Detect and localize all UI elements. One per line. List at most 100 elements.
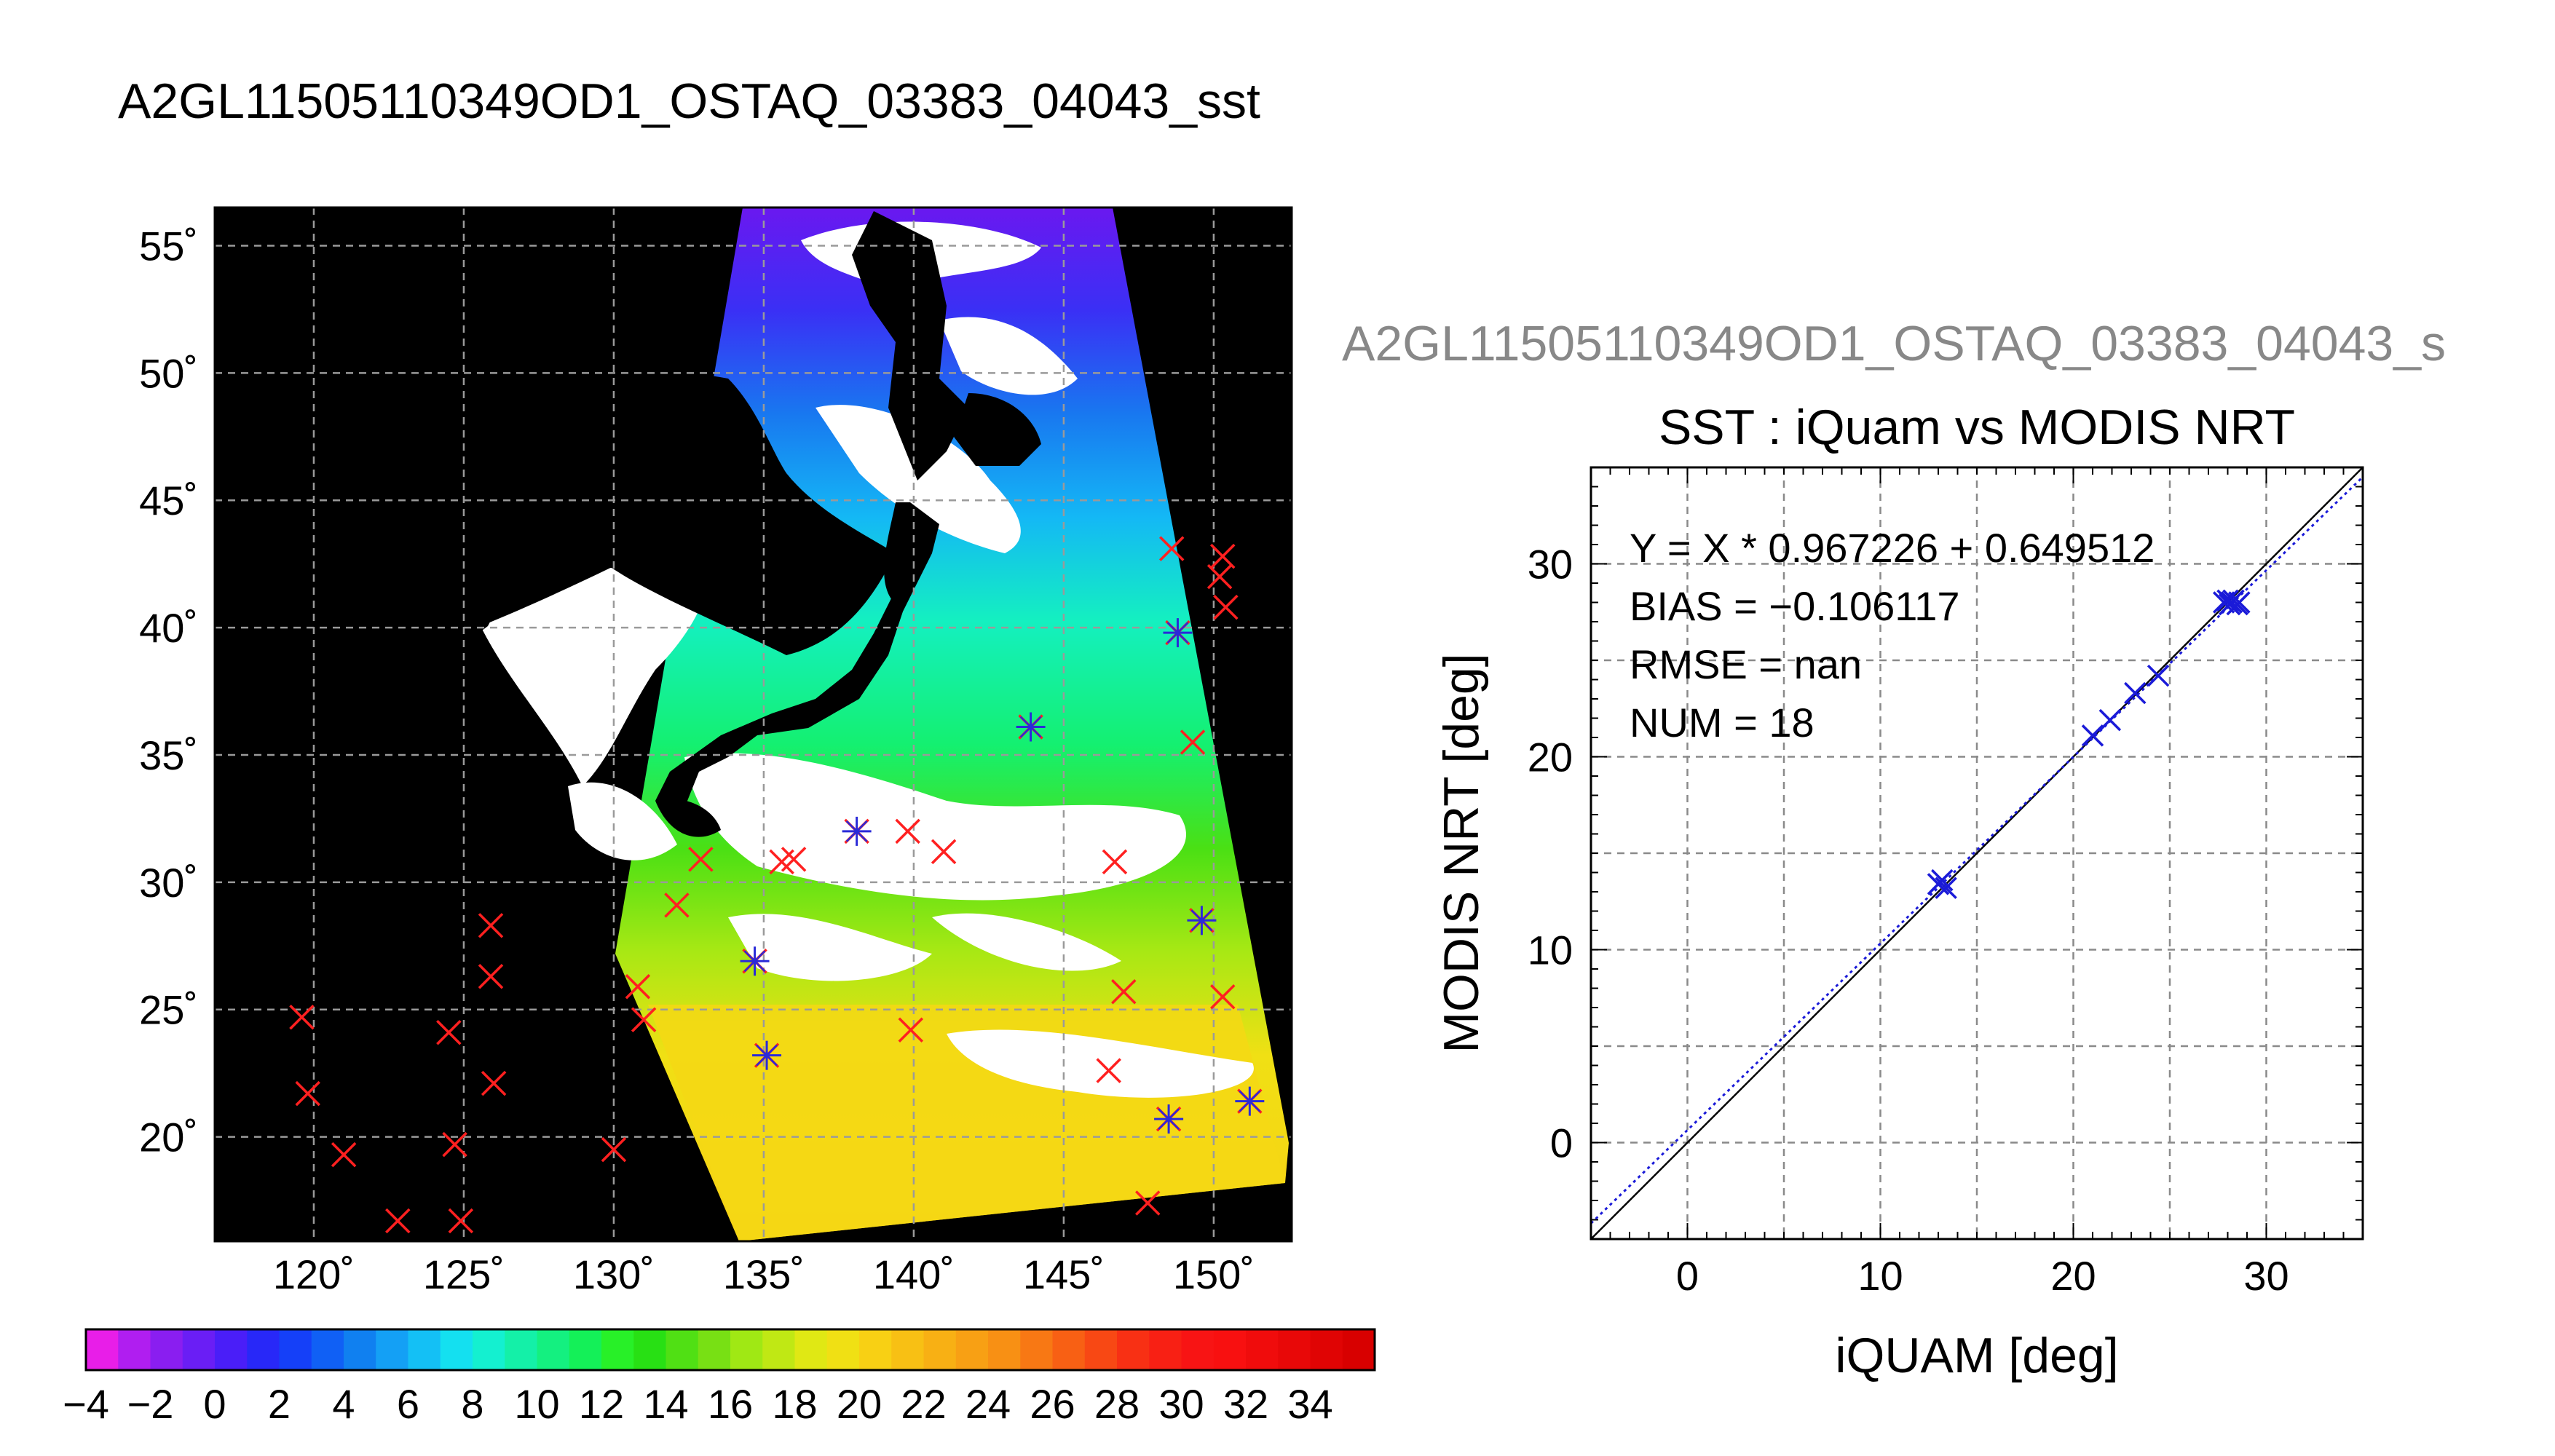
colorbar-cell [311, 1329, 344, 1370]
colorbar-tick-label: 4 [332, 1381, 355, 1427]
colorbar-cell [891, 1329, 924, 1370]
map-point-matchup [1154, 1104, 1184, 1134]
colorbar-cell [1342, 1329, 1375, 1370]
colorbar-cell [730, 1329, 763, 1370]
colorbar-tick-label: 10 [514, 1381, 559, 1427]
scatter-stat-line: NUM = 18 [1630, 700, 1814, 745]
map-point-outside [1102, 849, 1128, 875]
map-point-matchup [842, 816, 872, 846]
colorbar-frame [84, 1328, 1376, 1372]
colorbar-cell [1246, 1329, 1279, 1370]
map-lon-tick-label: 150˚ [1173, 1251, 1255, 1297]
map-point-outside [664, 893, 690, 918]
scatter-y-tick-label: 0 [1550, 1120, 1573, 1166]
scatter-stat-line: BIAS = −0.106117 [1630, 583, 1960, 629]
scatter-x-label: iQUAM [deg] [1835, 1328, 2118, 1383]
colorbar-tick-label: 34 [1287, 1381, 1332, 1427]
map-lon-tick-label: 145˚ [1023, 1251, 1105, 1297]
cloud-cover [481, 221, 1254, 1098]
colorbar-cell [698, 1329, 731, 1370]
colorbar-cell [182, 1329, 216, 1370]
colorbar-cell [955, 1329, 989, 1370]
map-point-outside [478, 964, 504, 989]
colorbar-cell [150, 1329, 183, 1370]
map-point-matchup [1163, 618, 1193, 648]
map-point-matchup [740, 946, 770, 976]
map-point-outside [1096, 1058, 1121, 1083]
map-lat-tick-label: 40˚ [139, 605, 198, 651]
scatter-stat-line: RMSE = nan [1630, 641, 1862, 687]
scatter-x-tick-label: 20 [2050, 1253, 2096, 1299]
map-point-outside [895, 818, 920, 844]
map-point-matchup [1187, 906, 1217, 935]
colorbar-tick-label: 24 [965, 1381, 1011, 1427]
colorbar-cell [215, 1329, 248, 1370]
colorbar-cell [762, 1329, 795, 1370]
colorbar-tick-label: 28 [1094, 1381, 1140, 1427]
map-lat-tick-label: 55˚ [139, 223, 198, 269]
scatter-y-tick-label: 20 [1528, 735, 1573, 780]
colorbar-cells [86, 1329, 1375, 1370]
map-grid [215, 207, 1292, 1241]
scatter-y-tick-labels: 0 10 20 30 [1528, 542, 1573, 1166]
colorbar-cell [601, 1329, 634, 1370]
map-point-outside [781, 847, 807, 872]
map-point-outside [1158, 536, 1185, 561]
colorbar-cell [794, 1329, 828, 1370]
map-point-outside [931, 839, 957, 865]
colorbar-cell [247, 1329, 280, 1370]
colorbar-tick-label: 16 [708, 1381, 753, 1427]
map-lat-tick-label: 45˚ [139, 478, 198, 523]
scatter-point [2098, 708, 2122, 732]
colorbar-cell [1278, 1329, 1311, 1370]
scatter-plot: 0 10 20 30 0 10 20 30 Y = X * 0.967226 + 0.649… [1434, 466, 2364, 1383]
colorbar-cell [1213, 1329, 1247, 1370]
scatter-x-tick-labels: 0 10 20 30 [1676, 1253, 2289, 1299]
colorbar-cell [118, 1329, 151, 1370]
map-lon-labels: 120˚ 125˚ 130˚ 135˚ 140˚ 145˚ 150˚ [273, 1251, 1255, 1297]
map-frame [213, 206, 1293, 1243]
map-point-outside [385, 1208, 411, 1234]
scatter-points [1927, 589, 2251, 899]
colorbar-tick-label: 8 [461, 1381, 483, 1427]
scatter-x-tick-label: 10 [1857, 1253, 1903, 1299]
scatter-x-tick-label: 0 [1676, 1253, 1699, 1299]
map-point-outside [289, 1004, 315, 1030]
map-point-outside [436, 1019, 462, 1045]
scatter-point [1931, 869, 1954, 892]
fit-line [1590, 476, 2364, 1224]
map-lat-tick-label: 20˚ [139, 1115, 198, 1160]
colorbar-cell [376, 1329, 408, 1370]
colorbar-cell [1310, 1329, 1343, 1370]
map-point-outside [448, 1208, 474, 1234]
map-lat-tick-label: 50˚ [139, 350, 198, 396]
colorbar-cell [86, 1329, 119, 1370]
colorbar-cell [1181, 1329, 1215, 1370]
colorbar-tick-label: 22 [901, 1381, 946, 1427]
scatter-stats: Y = X * 0.967226 + 0.649512 BIAS = −0.106… [1630, 525, 2155, 745]
map-lat-tick-label: 35˚ [139, 732, 198, 778]
colorbar-cell [505, 1329, 537, 1370]
scatter-point [2228, 591, 2251, 614]
colorbar-cell [666, 1329, 699, 1370]
map-point-outside [478, 913, 504, 938]
colorbar-tick-label: 18 [772, 1381, 817, 1427]
colorbar-cell [988, 1329, 1021, 1370]
map-point-matchup [752, 1040, 782, 1070]
scatter-y-tick-label: 30 [1528, 542, 1573, 587]
scatter-stat-line: Y = X * 0.967226 + 0.649512 [1630, 525, 2155, 571]
colorbar-tick-label: 0 [203, 1381, 226, 1427]
map-point-outside [1207, 563, 1233, 590]
colorbar-labels: −4 −2 0 2 4 6 8 10 12 14 16 18 20 22 24 26 28 30 32 34 [63, 1381, 1333, 1427]
map-lat-tick-label: 25˚ [139, 987, 198, 1033]
scatter-point [2147, 664, 2170, 687]
map-lon-tick-label: 140˚ [873, 1251, 955, 1297]
colorbar-cell [859, 1329, 892, 1370]
map-point-outside [1213, 594, 1239, 620]
map-lon-tick-label: 125˚ [423, 1251, 505, 1297]
map-markers [289, 536, 1265, 1234]
scatter-minor-ticks [1590, 467, 2364, 1240]
map-point-outside [898, 1017, 924, 1042]
map-point-outside [601, 1136, 627, 1163]
